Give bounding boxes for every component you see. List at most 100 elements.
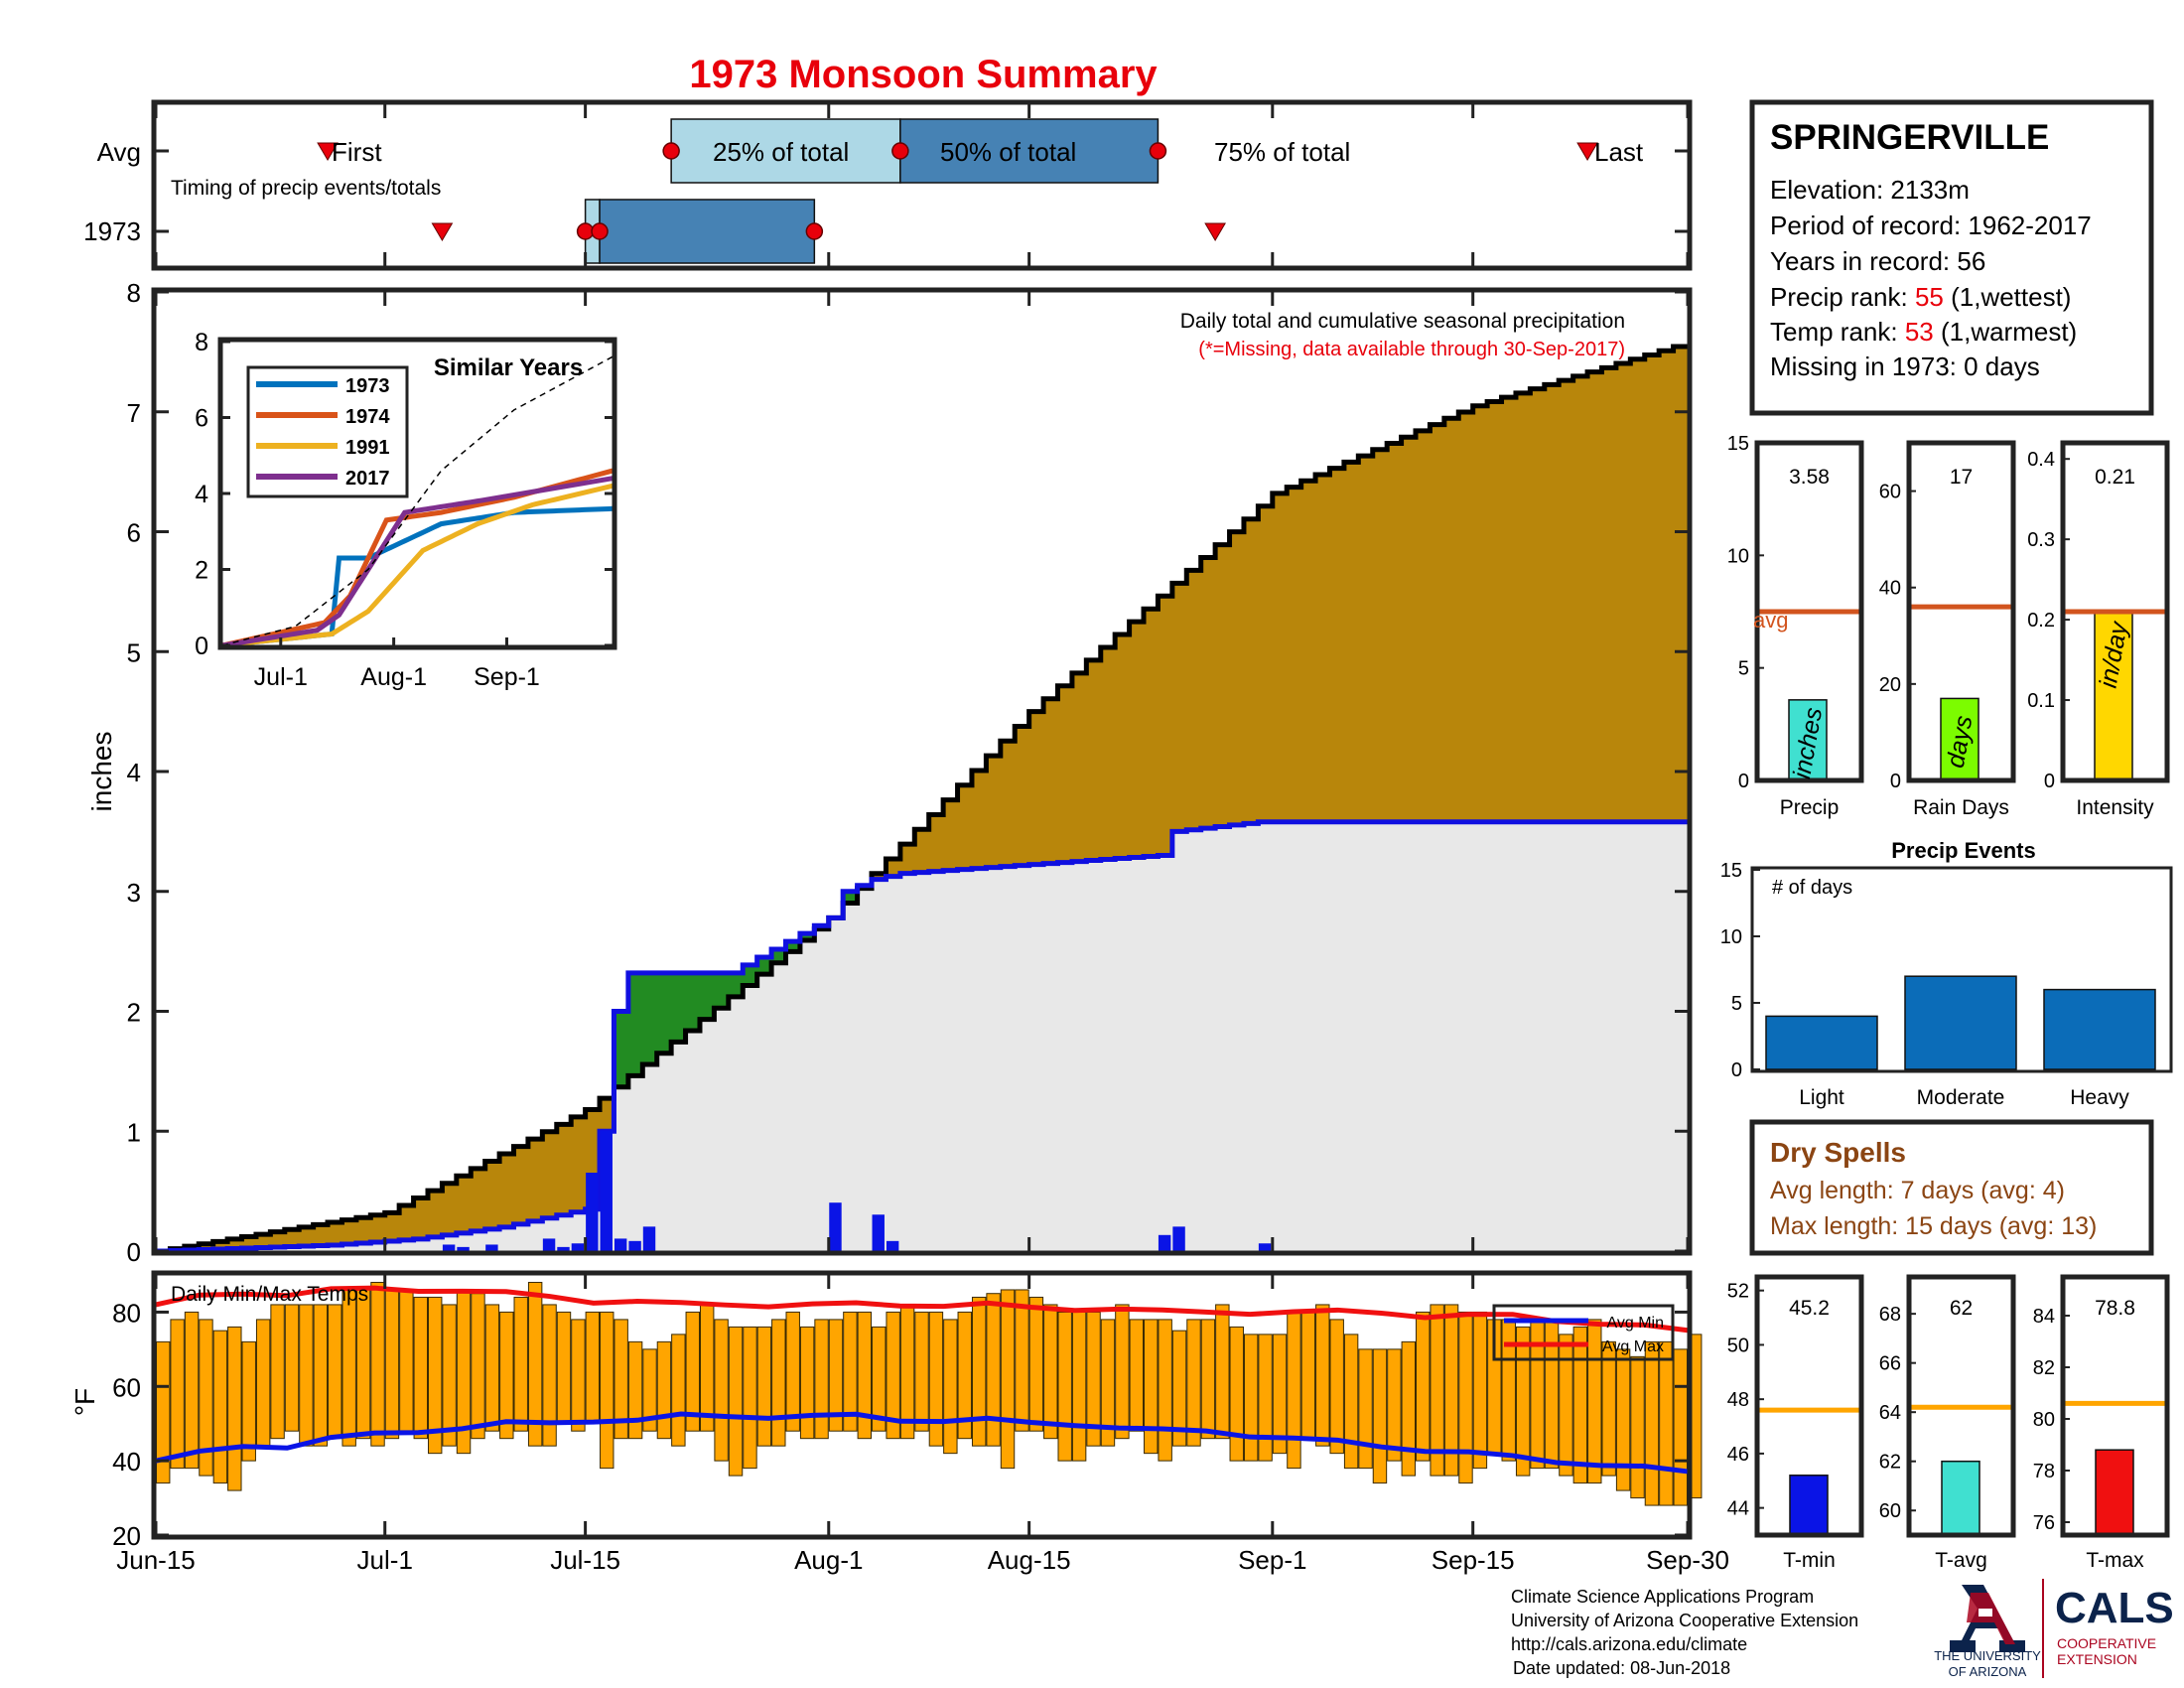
obs-p25-dot [576, 222, 595, 240]
temp-ytick-label: 80 [112, 1298, 141, 1328]
station-precip-rank: Precip rank: 55 (1,wettest) [1770, 282, 2071, 312]
temp-range-bar [1443, 1304, 1459, 1477]
dry-spells-title: Dry Spells [1770, 1137, 1906, 1168]
daily-precip-bar [872, 1214, 885, 1252]
temp-range-bar [914, 1311, 929, 1432]
daily-precip-bar [829, 1202, 842, 1252]
temp-tmin-value: 45.2 [1789, 1297, 1830, 1320]
temp-range-bar [957, 1311, 972, 1440]
ua-logo-text1: THE UNIVERSITY [1934, 1648, 2041, 1663]
temp-summary-bars: 45.2 T-min 44 46 48 50 52 62 T-avg 60 62 64 66 68 78.8… [1727, 1274, 2170, 1572]
avg-p75-dot [1149, 142, 1167, 160]
summary-intensity-ytick: 0.2 [2027, 610, 2055, 632]
main-ylabel: inches [86, 732, 117, 812]
summary-precip-ytick: 15 [1727, 433, 1749, 455]
temp-frame [151, 1270, 1693, 1540]
temp-range-bar [328, 1304, 342, 1440]
avg-first-marker [317, 142, 339, 161]
ua-logo: THE UNIVERSITY OF ARIZONA [1934, 1585, 2041, 1679]
temp-tmin-frame [1754, 1274, 1864, 1538]
temp-legend-box [1492, 1304, 1675, 1361]
station-name: SPRINGERVILLE [1770, 118, 2049, 157]
temp-range-bar [241, 1340, 256, 1462]
avg-p50-dot [891, 142, 909, 160]
temp-range-bar [1144, 1319, 1159, 1455]
temp-range-bar [270, 1304, 285, 1440]
temp-range-bar [442, 1304, 457, 1447]
temp-range-bar [1630, 1355, 1645, 1499]
station-frame [1749, 99, 2154, 416]
summary-precip-frame [1754, 440, 1864, 783]
temp-tavg-ytick: 66 [1879, 1353, 1901, 1375]
events-frame [1750, 866, 2173, 1073]
x-tick-label: Jun-15 [116, 1545, 196, 1575]
temp-range-bar [943, 1319, 958, 1455]
obs-50-75-box [599, 199, 816, 264]
temp-range-bar [928, 1311, 944, 1447]
summary-intensity-ytick: 0 [2044, 771, 2055, 792]
inset-ytick-label: 0 [195, 633, 208, 660]
daily-precip-bar [586, 1173, 599, 1252]
temp-range-bar [1358, 1348, 1373, 1470]
inset-plot [221, 355, 614, 648]
obs-p50-dot [591, 222, 609, 240]
temp-range-bar [1515, 1326, 1531, 1477]
temp-range-bar [1673, 1348, 1689, 1506]
daily-precip-bar [628, 1240, 641, 1252]
temp-range-bar [199, 1319, 213, 1477]
summary-raindays-xlabel: Rain Days [1913, 796, 2009, 819]
summary-intensity-ytick: 0.4 [2027, 449, 2055, 471]
temp-tavg-value: 62 [1950, 1297, 1973, 1320]
temp-range-bar [1530, 1319, 1545, 1470]
inset-legend-label: 1974 [345, 406, 390, 428]
events-ytick: 0 [1731, 1059, 1742, 1081]
temp-tmin-bar [1789, 1475, 1829, 1536]
temp-range-bar [857, 1311, 873, 1440]
temp-range-bar [600, 1311, 614, 1470]
summary-intensity-xlabel: Intensity [2076, 796, 2154, 819]
temp-range-bar [1186, 1319, 1201, 1447]
temp-range-bar [756, 1326, 772, 1447]
summary-precip-bar [1788, 699, 1828, 781]
dry-spells-avg: Avg length: 7 days (avg: 4) [1770, 1177, 2065, 1204]
temp-range-bar [714, 1319, 729, 1462]
pct75-label: 75% of total [1214, 137, 1350, 167]
temp-range-bar [1430, 1304, 1444, 1477]
temp-range-bar [527, 1281, 543, 1447]
temp-tavg-ytick: 60 [1879, 1500, 1901, 1522]
temp-range-bar [886, 1311, 900, 1440]
temp-range-bar [1158, 1319, 1172, 1462]
temp-range-bar [471, 1293, 485, 1440]
temp-tmax-ytick: 78 [2033, 1461, 2055, 1482]
temp-range-bar [413, 1296, 428, 1440]
footer-line1: Climate Science Applications Program [1511, 1587, 1814, 1607]
footer: Climate Science Applications Program Uni… [1511, 1579, 2174, 1679]
summary-precip-ytick: 0 [1738, 771, 1749, 792]
temp-ytick-label: 40 [112, 1447, 141, 1477]
station-years: Years in record: 56 [1770, 246, 1985, 276]
temp-range-bar [828, 1319, 844, 1432]
temp-range-bar [1258, 1334, 1273, 1462]
pct25-label: 25% of total [713, 137, 849, 167]
timing-row-avg: Avg [97, 137, 141, 167]
inset-ytick-label: 8 [195, 329, 208, 356]
main-annotation: Daily total and cumulative seasonal prec… [1180, 310, 1625, 333]
temp-range-bar [370, 1281, 385, 1447]
daily-precip-bar [600, 1130, 613, 1252]
x-axis-ticks: Jun-15 Jul-1 Jul-15 Aug-1 Aug-15 Sep-1 Sep-15 S… [116, 102, 1729, 1575]
legend-avg-max: Avg Max [1602, 1338, 1664, 1355]
footer-line3: http://cals.arizona.edu/climate [1511, 1634, 1747, 1654]
temp-range-bar [556, 1311, 572, 1425]
temp-range-bar [872, 1326, 887, 1432]
temp-tmin-ytick: 48 [1727, 1389, 1749, 1411]
temp-range-bar [499, 1311, 514, 1440]
summary-raindays-value: 17 [1950, 466, 1973, 489]
daily-precip-bar [485, 1244, 498, 1252]
summary-precip-ytick: 5 [1738, 658, 1749, 680]
main-ytick-label: 8 [127, 278, 141, 308]
temp-range-bar [1243, 1334, 1259, 1462]
temp-tmax-value: 78.8 [2095, 1297, 2135, 1320]
station-box: SPRINGERVILLE Elevation: 2133m Period of… [1749, 99, 2154, 416]
inset-ytick-label: 4 [195, 481, 208, 508]
